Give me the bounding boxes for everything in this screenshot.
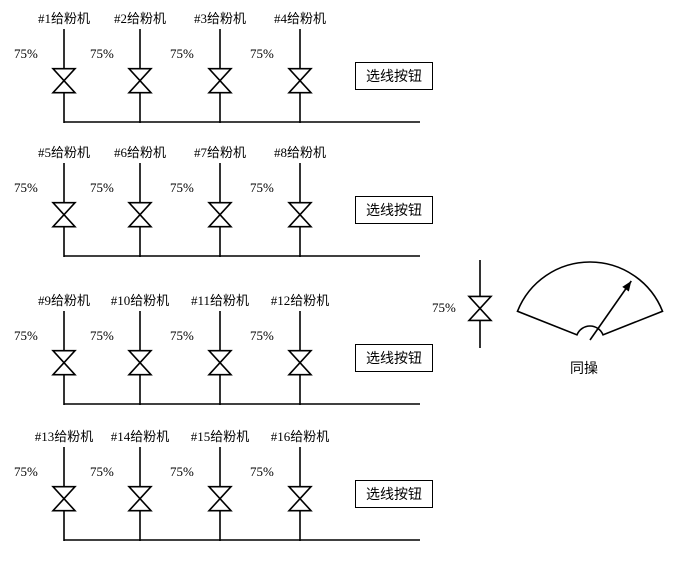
valve-icon (182, 311, 258, 405)
feeder-percent: 75% (170, 46, 194, 62)
feeder: #6给粉机 75% (102, 142, 178, 257)
feeder-label: #16给粉机 (262, 426, 338, 445)
feeder-percent: 75% (90, 328, 114, 344)
feeder: #9给粉机 75% (26, 290, 102, 405)
feeder-label: #5给粉机 (26, 142, 102, 161)
valve-icon (102, 163, 178, 257)
select-line-button[interactable]: 选线按钮 (355, 344, 433, 372)
feeder-percent: 75% (14, 328, 38, 344)
feeder-label: #12给粉机 (262, 290, 338, 309)
feeder-percent: 75% (250, 180, 274, 196)
feeder-label: #14给粉机 (102, 426, 178, 445)
valve-icon (102, 29, 178, 123)
feeder-group: #13给粉机 75%#14给粉机 75%#15给粉机 75%#16给粉机 75%… (0, 426, 440, 556)
feeder-label: #15给粉机 (182, 426, 258, 445)
feeder: #3给粉机 75% (182, 8, 258, 123)
feeder: #15给粉机 75% (182, 426, 258, 541)
feeder-percent: 75% (14, 464, 38, 480)
feeder-label: #6给粉机 (102, 142, 178, 161)
valve-icon (460, 260, 500, 348)
feeder: #7给粉机 75% (182, 142, 258, 257)
valve-icon (26, 311, 102, 405)
feeder-percent: 75% (90, 46, 114, 62)
gauge-block: 75%同操 (460, 260, 670, 380)
feeder: #16给粉机 75% (262, 426, 338, 541)
feeder-label: #11给粉机 (182, 290, 258, 309)
feeder-label: #9给粉机 (26, 290, 102, 309)
feeder: #12给粉机 75% (262, 290, 338, 405)
feeder-label: #1给粉机 (26, 8, 102, 27)
valve-icon (102, 311, 178, 405)
valve-icon (26, 163, 102, 257)
valve-icon (102, 447, 178, 541)
feeder: #10给粉机 75% (102, 290, 178, 405)
valve-icon (26, 29, 102, 123)
feeder: #2给粉机 75% (102, 8, 178, 123)
feeder-percent: 75% (14, 180, 38, 196)
valve-icon (182, 29, 258, 123)
feeder-label: #4给粉机 (262, 8, 338, 27)
feeder-percent: 75% (250, 464, 274, 480)
feeder-percent: 75% (90, 464, 114, 480)
feeder-percent: 75% (170, 180, 194, 196)
valve-icon (262, 163, 338, 257)
feeder-percent: 75% (170, 328, 194, 344)
diagram-canvas: #1给粉机 75%#2给粉机 75%#3给粉机 75%#4给粉机 75%选线按钮… (0, 0, 680, 583)
feeder: #11给粉机 75% (182, 290, 258, 405)
feeder: #1给粉机 75% (26, 8, 102, 123)
valve-icon (182, 447, 258, 541)
valve-icon (262, 447, 338, 541)
feeder-label: #13给粉机 (26, 426, 102, 445)
feeder-group: #1给粉机 75%#2给粉机 75%#3给粉机 75%#4给粉机 75%选线按钮 (0, 8, 440, 138)
valve-icon (26, 447, 102, 541)
select-line-button[interactable]: 选线按钮 (355, 62, 433, 90)
feeder-percent: 75% (90, 180, 114, 196)
gauge-label: 同操 (570, 358, 598, 378)
gauge-icon (505, 260, 675, 360)
feeder-group: #5给粉机 75%#6给粉机 75%#7给粉机 75%#8给粉机 75%选线按钮 (0, 142, 440, 272)
feeder-label: #7给粉机 (182, 142, 258, 161)
gauge-percent: 75% (432, 300, 456, 316)
valve-icon (262, 29, 338, 123)
feeder-percent: 75% (14, 46, 38, 62)
feeder-label: #3给粉机 (182, 8, 258, 27)
select-line-button[interactable]: 选线按钮 (355, 480, 433, 508)
feeder-label: #2给粉机 (102, 8, 178, 27)
feeder-label: #8给粉机 (262, 142, 338, 161)
feeder-percent: 75% (170, 464, 194, 480)
feeder: #14给粉机 75% (102, 426, 178, 541)
feeder-label: #10给粉机 (102, 290, 178, 309)
feeder: #4给粉机 75% (262, 8, 338, 123)
feeder-percent: 75% (250, 328, 274, 344)
select-line-button[interactable]: 选线按钮 (355, 196, 433, 224)
feeder-percent: 75% (250, 46, 274, 62)
valve-icon (262, 311, 338, 405)
feeder: #13给粉机 75% (26, 426, 102, 541)
feeder: #8给粉机 75% (262, 142, 338, 257)
feeder-group: #9给粉机 75%#10给粉机 75%#11给粉机 75%#12给粉机 75%选… (0, 290, 440, 420)
valve-icon (182, 163, 258, 257)
feeder: #5给粉机 75% (26, 142, 102, 257)
